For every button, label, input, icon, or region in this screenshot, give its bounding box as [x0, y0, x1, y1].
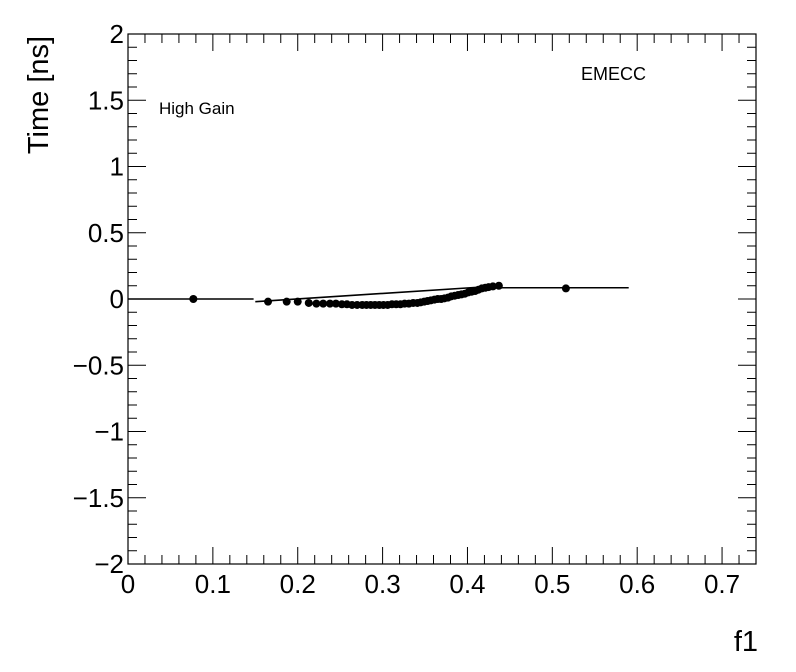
data-point [494, 281, 503, 290]
data-point [325, 299, 334, 308]
data-point [264, 297, 273, 306]
data-point [189, 295, 198, 303]
data-point [561, 284, 570, 293]
plot-frame [127, 33, 757, 565]
data-point [331, 299, 340, 308]
data-point [319, 299, 328, 308]
y-tick-label: −1.5 [73, 483, 124, 513]
data-points-layer [189, 281, 570, 309]
fit-curve-layer [128, 284, 629, 303]
y-tick-label: 0.5 [88, 218, 124, 248]
y-tick-label: −1 [94, 417, 124, 447]
y-tick-label: 0 [110, 284, 124, 314]
x-tick-label: 0.7 [704, 569, 740, 599]
x-tick-label: 0.1 [195, 569, 231, 599]
x-tick-label: 0 [121, 569, 135, 599]
y-tick-label: 1.5 [88, 85, 124, 115]
x-axis-label: f1 [734, 626, 758, 658]
y-tick-label: −0.5 [73, 350, 124, 380]
data-point [282, 297, 291, 306]
y-tick-label: −2 [94, 549, 124, 579]
data-point [293, 297, 302, 306]
gain-annotation: High Gain [159, 99, 235, 118]
y-tick-labels: −2 −1.5 −1 −0.5 0 0.5 1 1.5 2 [73, 19, 124, 579]
data-point [304, 298, 313, 307]
x-tick-label: 0.3 [365, 569, 401, 599]
y-axis-label: Time [ns] [23, 36, 55, 154]
data-point [488, 282, 497, 291]
region-annotation: EMECC [581, 64, 646, 84]
x-tick-label: 0.4 [449, 569, 485, 599]
data-point [312, 299, 321, 308]
x-tick-label: 0.2 [280, 569, 316, 599]
y-tick-label: 2 [110, 19, 124, 49]
axis-ticks-layer [127, 33, 757, 565]
x-tick-labels: 0 0.1 0.2 0.3 0.4 0.5 0.6 0.7 [121, 569, 740, 599]
x-tick-label: 0.5 [534, 569, 570, 599]
x-tick-label: 0.6 [619, 569, 655, 599]
y-tick-label: 1 [110, 152, 124, 182]
